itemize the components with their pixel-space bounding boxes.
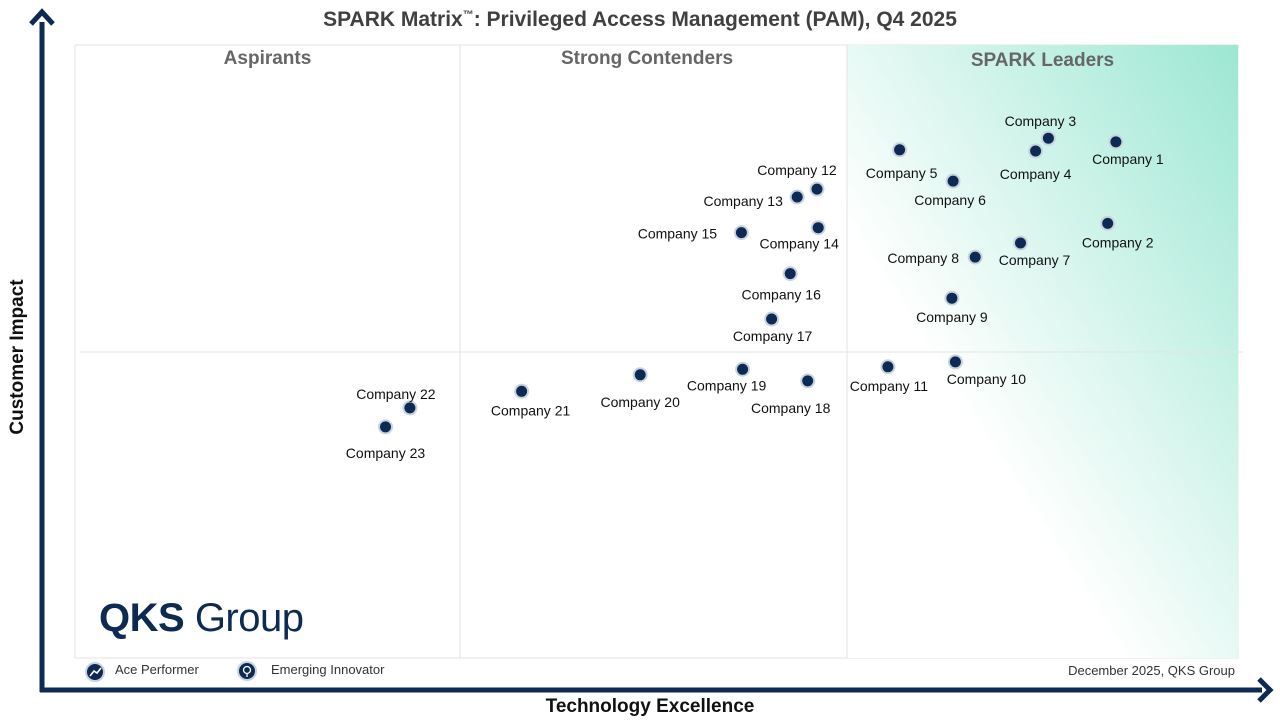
data-point-4 <box>1028 143 1044 159</box>
data-point-23 <box>378 419 393 435</box>
data-label-4: Company 4 <box>1000 166 1072 182</box>
data-point-20 <box>632 367 648 383</box>
data-point-8 <box>967 249 983 265</box>
x-axis-label: Technology Excellence <box>545 696 755 717</box>
data-label-18: Company 18 <box>751 400 831 416</box>
ace-performer-icon <box>85 662 105 682</box>
quadrant-label-spark-leaders: SPARK Leaders <box>970 50 1115 71</box>
data-point-9 <box>944 290 960 306</box>
data-label-10: Company 10 <box>947 371 1027 387</box>
chart-title: SPARK Matrix™: Privileged Access Managem… <box>323 8 957 31</box>
data-point-11 <box>880 359 896 375</box>
data-label-19: Company 19 <box>687 377 767 393</box>
data-label-22: Company 22 <box>356 386 436 402</box>
data-point-15 <box>733 225 749 241</box>
data-point-14 <box>810 220 826 236</box>
data-label-11: Company 11 <box>850 378 929 394</box>
data-label-17: Company 17 <box>733 328 813 344</box>
qks-group-logo: QKS Group <box>99 596 304 640</box>
legend-ace-performer: Ace Performer <box>115 662 199 677</box>
data-label-5: Company 5 <box>866 165 938 181</box>
data-label-9: Company 9 <box>916 309 988 325</box>
data-point-18 <box>800 373 816 389</box>
credit-text: December 2025, QKS Group <box>1068 663 1235 678</box>
data-points: Company 1 Company 2 Company 3 Company 4 Comp… <box>346 113 1164 461</box>
data-label-12: Company 12 <box>757 162 837 178</box>
data-point-6 <box>945 173 961 189</box>
data-point-5 <box>892 142 908 158</box>
data-label-7: Company 7 <box>999 252 1071 268</box>
legend-emerging-innovator: Emerging Innovator <box>271 662 385 677</box>
x-axis-arrow <box>1257 677 1274 703</box>
data-point-3 <box>1040 130 1056 146</box>
data-point-19 <box>735 361 751 377</box>
data-point-7 <box>1013 235 1028 251</box>
data-point-2 <box>1100 215 1116 231</box>
data-point-1 <box>1108 134 1124 150</box>
data-label-8: Company 8 <box>887 250 959 266</box>
data-point-21 <box>514 383 530 399</box>
data-point-10 <box>947 354 963 370</box>
data-point-13 <box>789 189 805 205</box>
data-label-14: Company 14 <box>760 236 840 252</box>
data-point-22 <box>402 400 418 416</box>
y-axis-arrow <box>29 8 55 26</box>
data-label-15: Company 15 <box>638 226 718 242</box>
data-point-16 <box>782 266 798 282</box>
data-point-12 <box>809 181 825 197</box>
data-label-6: Company 6 <box>914 192 986 208</box>
data-label-1: Company 1 <box>1092 151 1164 167</box>
y-axis-label: Customer Impact <box>7 279 28 435</box>
data-label-20: Company 20 <box>601 394 681 410</box>
data-label-23: Company 23 <box>346 445 426 461</box>
data-label-16: Company 16 <box>742 287 822 303</box>
data-point-17 <box>764 311 780 327</box>
emerging-innovator-icon <box>237 661 257 681</box>
quadrant-label-aspirants: Aspirants <box>223 48 312 69</box>
data-label-21: Company 21 <box>491 402 571 418</box>
data-label-2: Company 2 <box>1082 234 1154 250</box>
quadrant-label-strong-contenders: Strong Contenders <box>560 48 734 69</box>
data-label-13: Company 13 <box>704 193 784 209</box>
data-label-3: Company 3 <box>1005 113 1077 129</box>
